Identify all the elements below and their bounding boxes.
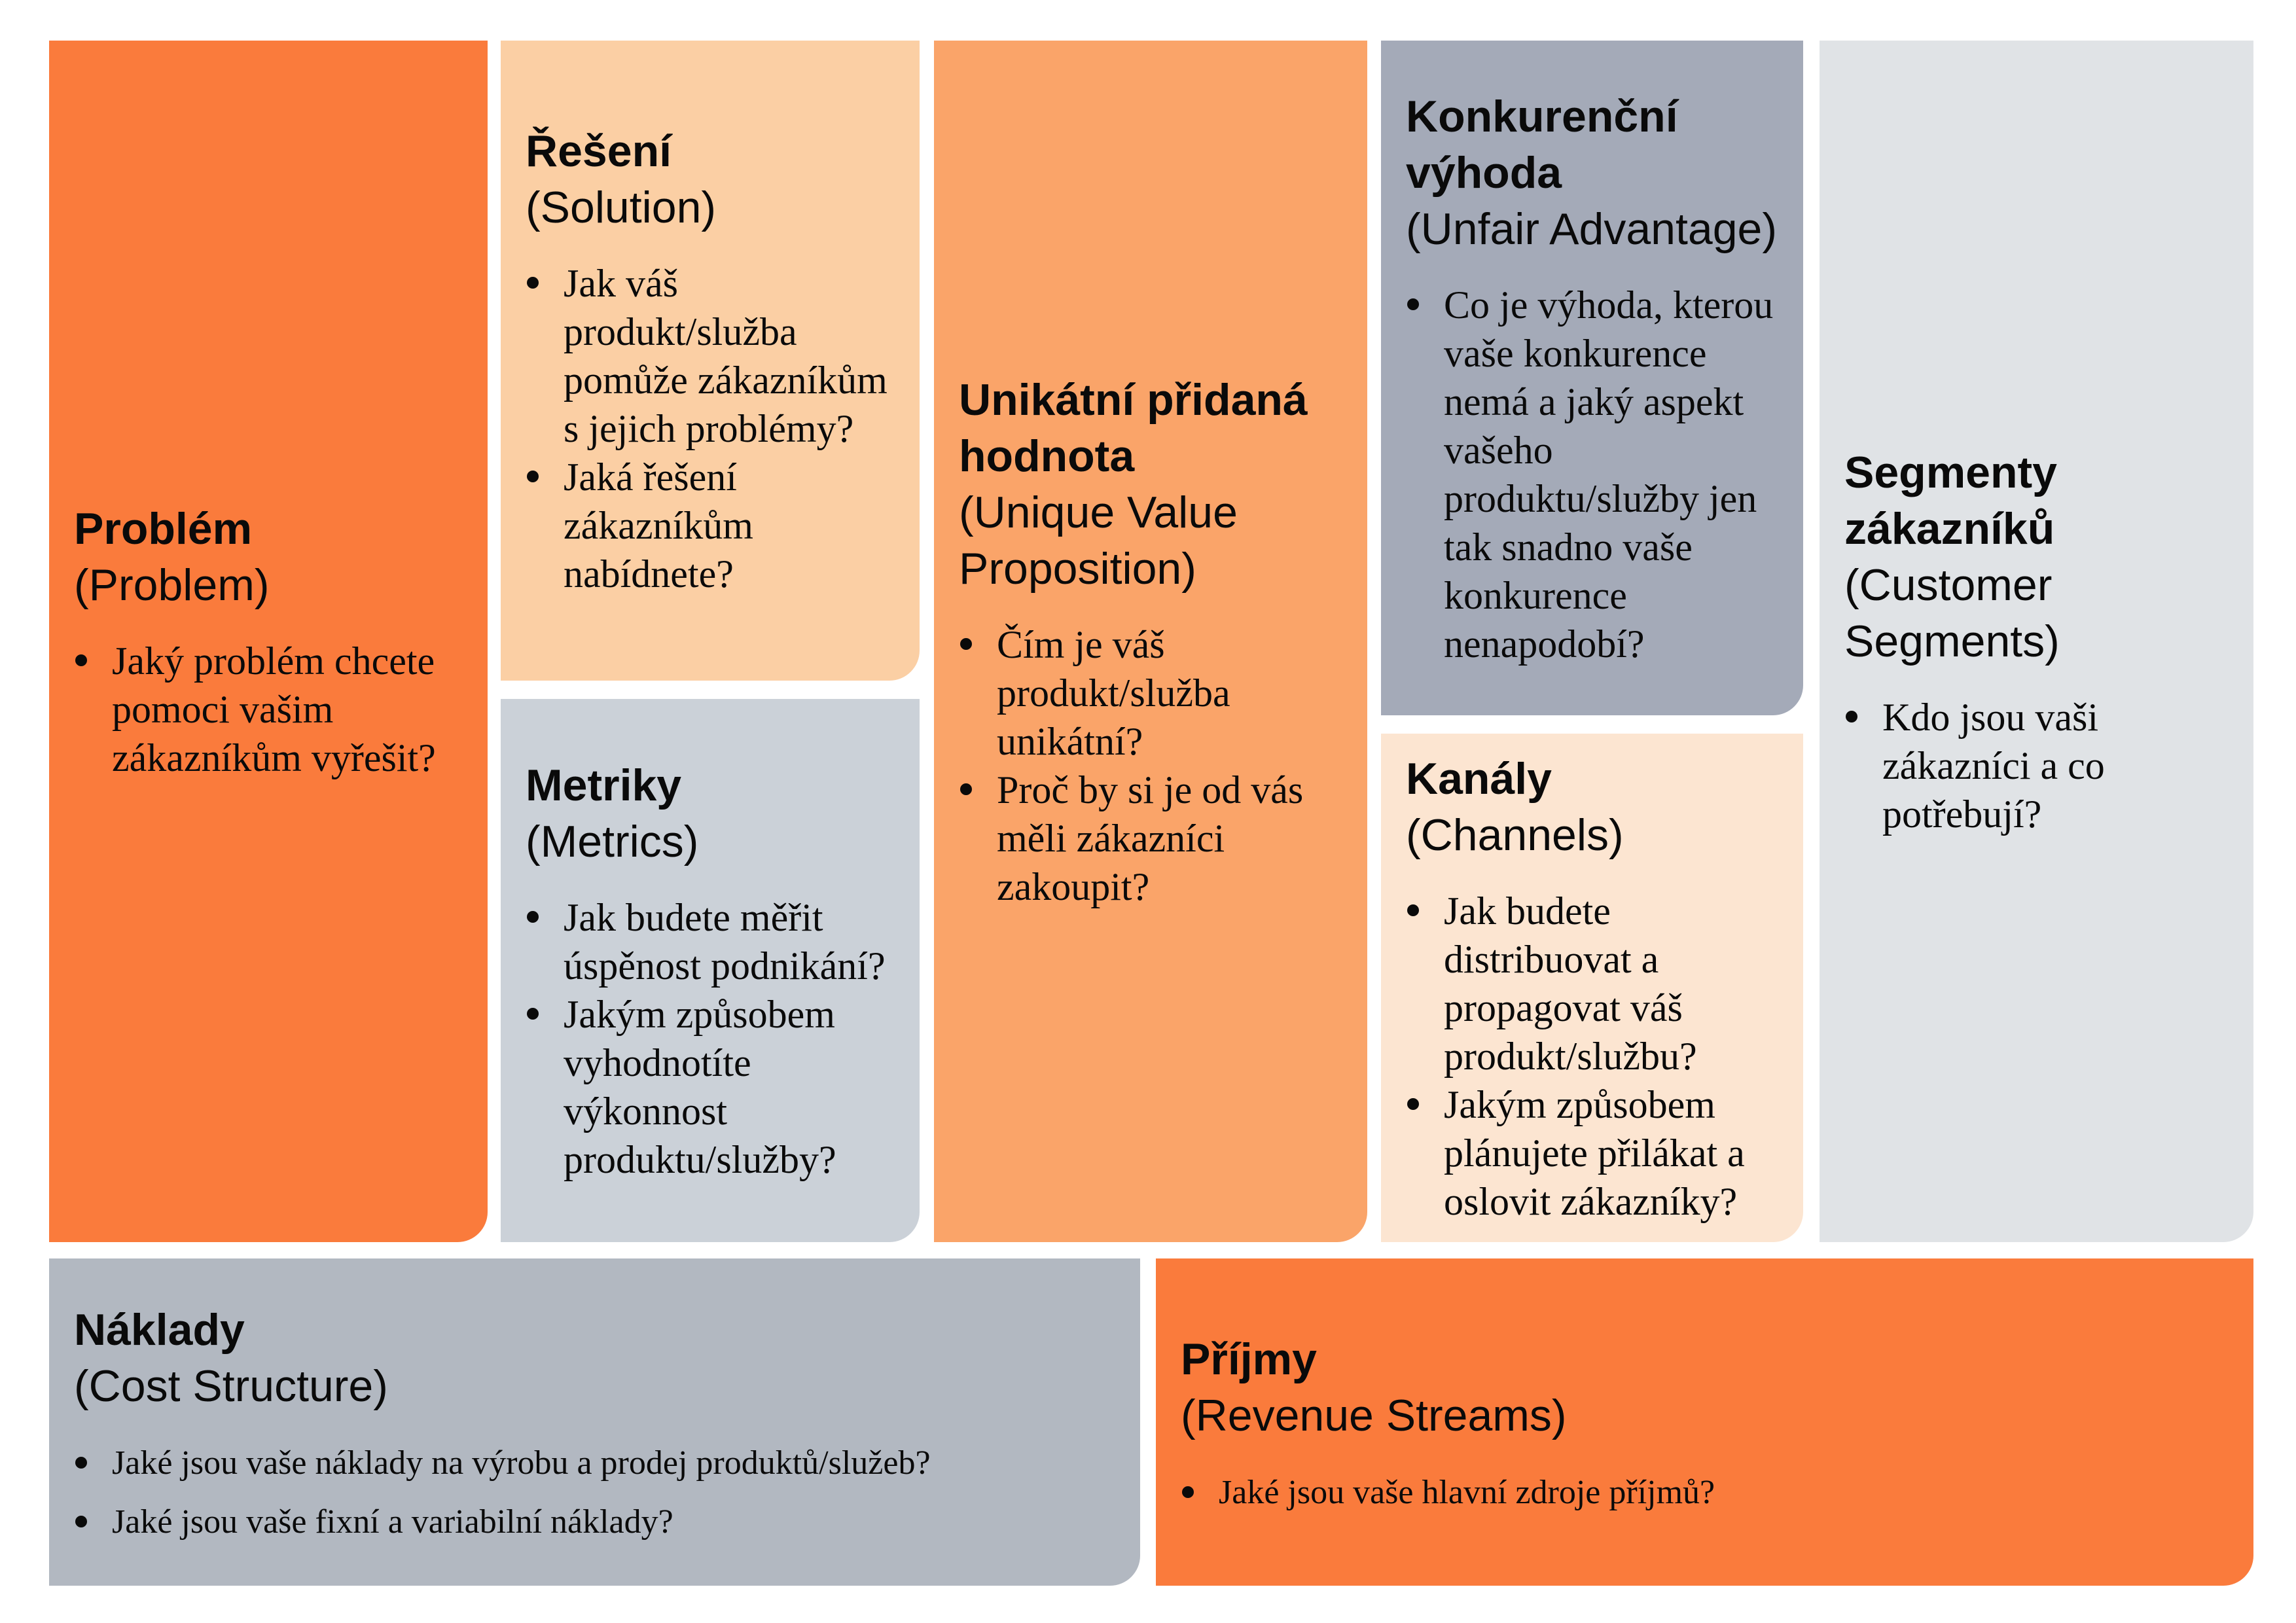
bullet-item: Co je výhoda, kterou vaše konkurence nem… [1406, 281, 1778, 668]
block-solution-title: Řešení [526, 126, 672, 176]
bullet-item: Jakým způsobem vyhodnotíte výkonnost pro… [526, 990, 895, 1184]
bullet-item: Jak budete měřit úspěnost podnikání? [526, 893, 895, 990]
block-metrics-title: Metriky [526, 760, 682, 810]
block-channels: Kanály (Channels) Jak budete distribuova… [1381, 734, 1803, 1242]
block-unfair-advantage: Konkurenční výhoda (Unfair Advantage) Co… [1381, 41, 1803, 715]
block-channels-bullets: Jak budete distribuovat a propagovat váš… [1406, 887, 1778, 1226]
block-uvp-title: Unikátní přidaná hodnota [959, 375, 1308, 481]
block-unfair-subtitle: (Unfair Advantage) [1406, 204, 1777, 254]
block-revenue-bullets: Jaké jsou vaše hlavní zdroje příjmů? [1181, 1472, 2229, 1513]
block-solution: Řešení (Solution) Jak váš produkt/služba… [501, 41, 920, 681]
block-problem: Problém (Problem) Jaký problém chcete po… [49, 41, 488, 1242]
bullet-item: Proč by si je od vás měli zákazníci zako… [959, 766, 1342, 911]
block-costs-bullets: Jaké jsou vaše náklady na výrobu a prode… [74, 1443, 964, 1543]
block-problem-subtitle: (Problem) [74, 560, 270, 610]
block-revenue-title: Příjmy [1181, 1334, 1317, 1384]
block-unfair-title: Konkurenční výhoda [1406, 91, 1678, 198]
block-channels-title: Kanály [1406, 753, 1552, 804]
block-metrics: Metriky (Metrics) Jak budete měřit úspěn… [501, 699, 920, 1242]
block-segments-title: Segmenty zákazníků [1844, 448, 2057, 554]
bullet-item: Jak váš produkt/služba pomůže zákazníkům… [526, 259, 895, 453]
block-unique-value-proposition: Unikátní přidaná hodnota (Unique Value P… [934, 41, 1367, 1242]
block-cost-structure: Náklady (Cost Structure) Jaké jsou vaše … [49, 1258, 1140, 1586]
block-uvp-subtitle: (Unique Value Proposition) [959, 488, 1238, 594]
block-costs-subtitle: (Cost Structure) [74, 1361, 388, 1411]
block-segments-subtitle: (Customer Segments) [1844, 560, 2060, 666]
bullet-item: Jaké jsou vaše náklady na výrobu a prode… [74, 1443, 964, 1484]
block-problem-bullets: Jaký problém chcete pomoci vašim zákazní… [74, 637, 463, 782]
bullet-item: Jaké jsou vaše fixní a variabilní náklad… [74, 1502, 964, 1543]
block-solution-subtitle: (Solution) [526, 183, 717, 232]
block-customer-segments: Segmenty zákazníků (Customer Segments) K… [1820, 41, 2253, 1242]
bullet-item: Čím je váš produkt/služba unikátní? [959, 620, 1342, 766]
block-segments-bullets: Kdo jsou vaši zákazníci a co potřebují? [1844, 693, 2229, 838]
block-problem-title: Problém [74, 504, 253, 554]
bullet-item: Jak budete distribuovat a propagovat váš… [1406, 887, 1778, 1080]
block-channels-subtitle: (Channels) [1406, 810, 1624, 860]
block-uvp-bullets: Čím je váš produkt/služba unikátní? Proč… [959, 620, 1342, 911]
block-unfair-bullets: Co je výhoda, kterou vaše konkurence nem… [1406, 281, 1778, 668]
block-costs-title: Náklady [74, 1305, 245, 1355]
bullet-item: Jaký problém chcete pomoci vašim zákazní… [74, 637, 463, 782]
block-revenue-streams: Příjmy (Revenue Streams) Jaké jsou vaše … [1156, 1258, 2253, 1586]
bullet-item: Kdo jsou vaši zákazníci a co potřebují? [1844, 693, 2229, 838]
bullet-item: Jaké jsou vaše hlavní zdroje příjmů? [1181, 1472, 2229, 1513]
block-solution-bullets: Jak váš produkt/služba pomůže zákazníkům… [526, 259, 895, 598]
block-metrics-subtitle: (Metrics) [526, 817, 699, 866]
block-metrics-bullets: Jak budete měřit úspěnost podnikání? Jak… [526, 893, 895, 1184]
block-revenue-subtitle: (Revenue Streams) [1181, 1391, 1567, 1440]
bullet-item: Jakým způsobem plánujete přilákat a oslo… [1406, 1080, 1778, 1226]
bullet-item: Jaká řešení zákazníkům nabídnete? [526, 453, 895, 598]
